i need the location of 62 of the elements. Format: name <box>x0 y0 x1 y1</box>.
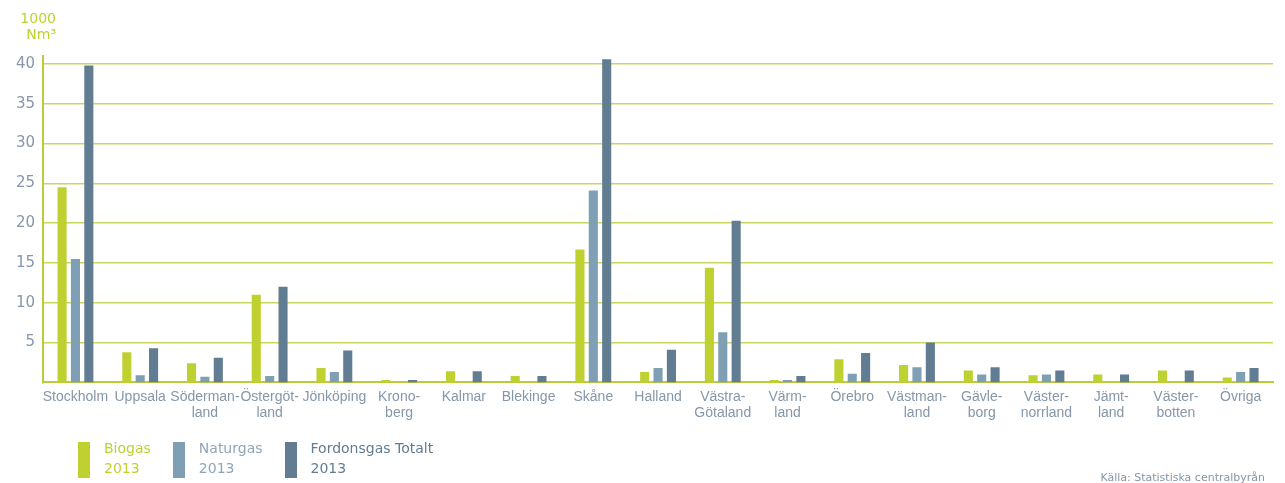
bar <box>1041 374 1051 383</box>
x-tick-label: Halland <box>634 387 682 404</box>
bar <box>149 348 159 383</box>
text: Naturgas 2013 <box>198 439 263 478</box>
x-tick-label: Övriga <box>1220 386 1262 404</box>
text: Fordonsgas Totalt 2013 <box>310 439 434 478</box>
bar <box>213 357 223 383</box>
bar <box>588 190 598 383</box>
y-tick-label: 5 <box>25 332 36 351</box>
x-tick-label: Blekinge <box>501 387 556 404</box>
bar <box>653 368 663 383</box>
bar <box>925 342 935 383</box>
x-tick-label: Örebro <box>830 386 875 404</box>
bar <box>537 376 547 383</box>
bar <box>265 376 275 383</box>
x-tick-label: Jämt- land <box>1093 387 1130 421</box>
y-tick-label: 25 <box>15 173 36 192</box>
x-tick-label: Väster- norrland <box>1020 387 1073 421</box>
bar <box>472 371 482 383</box>
x-tick-label: Söderman- land <box>170 387 240 421</box>
bar <box>84 65 94 383</box>
y-tick-label: 10 <box>15 292 36 311</box>
bar <box>1055 370 1065 383</box>
bar <box>1249 368 1259 383</box>
bar <box>602 59 612 383</box>
x-tick-label: Väster- botten <box>1153 387 1199 421</box>
x-tick-label: Västman- land <box>887 387 948 421</box>
bar <box>329 372 339 383</box>
bar <box>990 367 1000 383</box>
y-tick-label: 30 <box>15 133 36 152</box>
text: Biogas 2013 <box>104 439 151 478</box>
bar <box>666 349 676 383</box>
y-tick-label: 35 <box>15 93 36 112</box>
y-tick-label: 20 <box>15 213 36 232</box>
text: Källa: Statistiska centralbyrån <box>1100 471 1265 483</box>
x-tick-label: Värm- land <box>768 387 807 421</box>
bar <box>731 220 741 383</box>
bar <box>847 373 857 383</box>
x-tick-label: Krono- berg <box>378 387 421 421</box>
y-tick-label: 40 <box>15 53 36 72</box>
bar <box>861 352 871 383</box>
x-tick-label: Skåne <box>573 387 614 404</box>
bar <box>1184 370 1194 383</box>
x-tick-label: Jönköping <box>302 387 367 404</box>
x-tick-label: Stockholm <box>42 387 109 404</box>
bar <box>912 367 922 383</box>
x-tick-label: Kalmar <box>441 387 487 404</box>
bar <box>278 286 288 383</box>
x-tick-label: Uppsala <box>114 387 167 404</box>
bar <box>718 332 728 383</box>
x-tick-label: Västra- Götaland <box>694 387 752 421</box>
x-tick-label: Östergöt- land <box>240 386 300 421</box>
y-tick-label: 15 <box>15 252 36 271</box>
bar <box>135 375 145 383</box>
bar <box>977 374 987 383</box>
bar <box>796 376 806 383</box>
bar <box>343 350 353 383</box>
bar <box>1120 374 1130 383</box>
bar <box>70 259 80 383</box>
y-axis-title: 1000 Nm³ <box>19 10 56 42</box>
x-tick-label: Gävle- borg <box>961 387 1003 421</box>
bar <box>1236 372 1246 383</box>
